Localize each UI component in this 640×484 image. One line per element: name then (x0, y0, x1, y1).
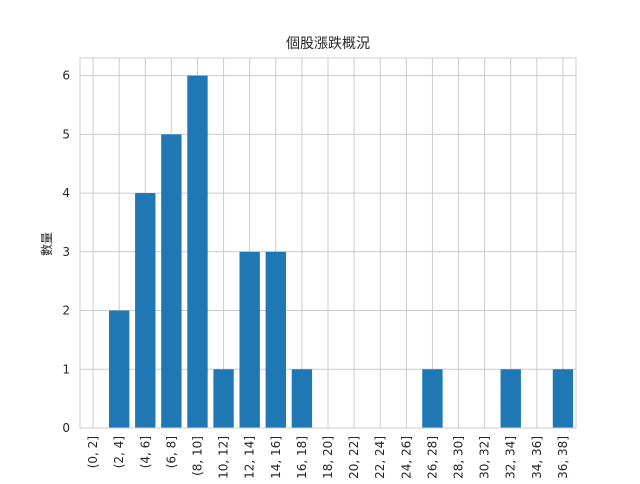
y-tick-label: 0 (62, 421, 70, 435)
y-tick-label: 5 (62, 127, 70, 141)
x-tick-label: (8, 10] (190, 436, 204, 476)
x-axis-ticks: (0, 2] (2, 4] (4, 6] (6, 8] (8, 10] (10, 12] (… (86, 436, 570, 484)
y-tick-label: 2 (62, 304, 70, 318)
x-tick-label: (34, 36] (530, 436, 544, 480)
bar (500, 369, 521, 428)
x-tick-label: (0, 2] (86, 436, 100, 468)
bar (422, 369, 443, 428)
y-tick-label: 4 (62, 186, 70, 200)
x-tick-label: (4, 6] (138, 436, 152, 468)
x-tick-label: (18, 20] (321, 436, 335, 480)
bar (291, 369, 313, 428)
x-tick-label: (6, 8] (164, 436, 178, 468)
plot-frame (79, 57, 577, 429)
x-tick-label: (22, 24] (373, 436, 387, 480)
bar (108, 310, 130, 428)
x-tick-label: (24, 26] (399, 436, 413, 480)
x-tick-label: (32, 34] (504, 436, 518, 480)
bar (213, 369, 234, 428)
y-tick-label: 1 (62, 362, 70, 376)
y-axis-ticks: 0 1 2 3 4 5 6 (62, 69, 70, 435)
y-tick-label: 3 (62, 245, 70, 259)
x-tick-label: (2, 4] (112, 436, 126, 468)
bar (187, 75, 208, 428)
y-axis-label: 數量 (40, 232, 54, 256)
bar (552, 369, 574, 428)
x-tick-label: (16, 18] (295, 436, 309, 480)
bar (161, 134, 182, 428)
x-tick-label: (26, 28] (425, 436, 439, 480)
chart-title: 個股漲跌概況 (286, 36, 370, 52)
bar (135, 193, 156, 428)
bar (239, 251, 260, 428)
x-tick-label: (30, 32] (478, 436, 492, 480)
x-tick-label: (10, 12] (217, 436, 231, 480)
x-tick-label: (12, 14] (243, 436, 257, 480)
y-tick-label: 6 (62, 69, 70, 83)
x-tick-label: (14, 16] (269, 436, 283, 480)
grid-lines (80, 58, 576, 429)
bar (265, 251, 286, 428)
x-tick-label: (20, 22] (347, 436, 361, 480)
bar-series (108, 75, 574, 428)
x-tick-label: (28, 30] (452, 436, 466, 480)
x-tick-label: (36, 38] (556, 436, 570, 480)
